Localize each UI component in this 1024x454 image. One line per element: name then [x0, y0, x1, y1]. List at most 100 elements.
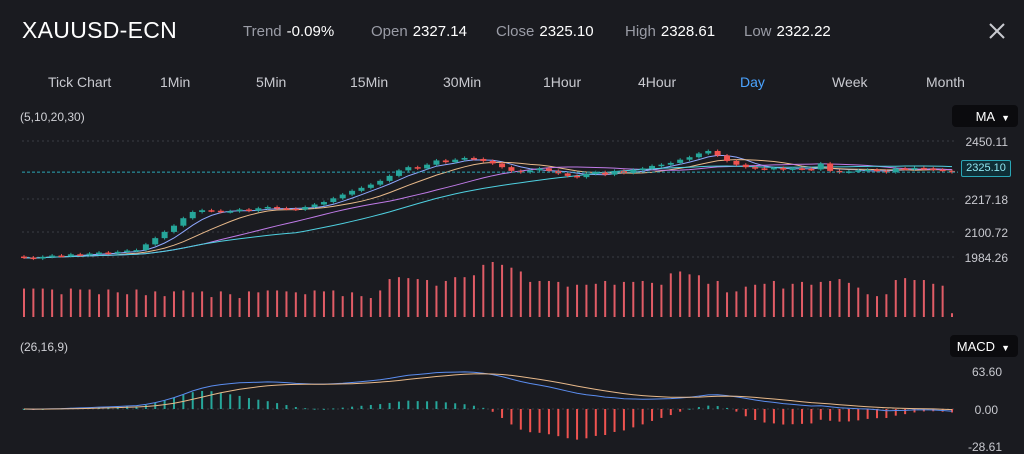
candle	[499, 163, 506, 168]
volume-bar	[32, 288, 35, 317]
tab-month[interactable]: Month	[926, 74, 965, 90]
candle	[77, 254, 84, 256]
price-tick-label: 2217.18	[964, 193, 1008, 207]
volume-bar	[163, 296, 166, 317]
tab-15min[interactable]: 15Min	[350, 74, 389, 90]
volume-bar	[79, 289, 82, 317]
volume-bar	[435, 285, 438, 317]
current-price-tag: 2325.10	[961, 160, 1011, 177]
ma-dropdown[interactable]: MA ▼	[952, 105, 1018, 127]
candle	[255, 208, 262, 211]
macd-histogram-bar	[660, 409, 663, 418]
candle	[808, 168, 815, 171]
candle	[892, 168, 899, 173]
macd-histogram-bar	[632, 409, 635, 428]
candle	[245, 209, 252, 212]
macd-line	[23, 371, 953, 412]
candle	[742, 164, 749, 168]
tab-tick-chart[interactable]: Tick Chart	[48, 74, 112, 90]
macd-histogram-bar	[801, 409, 804, 424]
ma-line	[23, 154, 953, 259]
volume-bar	[294, 292, 297, 317]
candle	[855, 170, 862, 172]
candle	[649, 165, 656, 169]
candle	[424, 164, 431, 169]
volume-bar	[229, 294, 232, 317]
volume-bar	[426, 280, 429, 317]
candle	[161, 231, 168, 239]
tab-1hour[interactable]: 1Hour	[543, 74, 582, 90]
volume-bar	[801, 281, 804, 317]
volume-bar	[866, 294, 869, 317]
tab-week[interactable]: Week	[832, 74, 868, 90]
volume-bar	[322, 291, 325, 317]
tab-30min[interactable]: 30Min	[443, 74, 482, 90]
volume-bar	[641, 280, 644, 317]
volume-bar	[219, 291, 222, 317]
macd-histogram-bar	[913, 409, 916, 413]
low-stat: Low 2322.22	[744, 23, 831, 40]
volume-bar	[557, 281, 560, 317]
trend-stat: Trend -0.09%	[243, 23, 334, 40]
volume-bar	[397, 277, 400, 317]
volume-bar	[51, 289, 54, 317]
candle	[527, 170, 534, 173]
volume-bar	[491, 262, 494, 317]
tab-1min[interactable]: 1Min	[160, 74, 191, 90]
volume-bar	[135, 289, 138, 317]
macd-histogram-bar	[876, 409, 879, 419]
candle	[911, 167, 918, 170]
macd-histogram-bar	[547, 409, 550, 435]
candle	[358, 187, 365, 191]
moving-averages	[23, 154, 953, 259]
volume-bar	[679, 271, 682, 317]
macd-histogram-bar	[772, 409, 775, 424]
candle	[733, 160, 740, 165]
macd-histogram-bar	[838, 409, 841, 422]
volume-bar	[847, 282, 850, 317]
candle	[480, 158, 487, 161]
volume-bar	[819, 281, 822, 317]
candle	[799, 168, 806, 170]
volume-bar	[885, 294, 888, 317]
candle	[545, 168, 552, 171]
macd-histogram-bar	[519, 409, 522, 430]
volume-bar	[313, 290, 316, 317]
close-label: Close	[496, 23, 535, 40]
candle	[470, 157, 477, 160]
low-value: 2322.22	[776, 23, 831, 40]
candle	[227, 211, 234, 213]
high-value: 2328.61	[660, 23, 716, 40]
candle	[236, 209, 243, 212]
macd-histogram-bar	[744, 409, 747, 417]
volume-bar	[754, 284, 757, 317]
tab-day[interactable]: Day	[740, 74, 765, 90]
candle	[536, 168, 543, 171]
volume-bar	[857, 287, 860, 317]
candle	[170, 225, 177, 232]
macd-histogram-bar	[538, 409, 541, 433]
macd-histogram-bar	[351, 406, 354, 409]
macd-histogram-bar	[379, 404, 382, 409]
candle	[583, 173, 590, 178]
volume-bar	[210, 297, 213, 317]
candle	[639, 168, 646, 170]
close-button[interactable]	[984, 18, 1010, 44]
volume-bar	[913, 280, 916, 317]
volume-bar	[726, 292, 729, 317]
macd-dropdown[interactable]: MACD ▼	[950, 335, 1018, 357]
macd-tick-label: 63.60	[971, 365, 1002, 379]
macd-histogram-bar	[922, 409, 925, 412]
tab-5min[interactable]: 5Min	[256, 74, 287, 90]
volume-bar	[876, 296, 879, 317]
candle	[39, 256, 46, 259]
volume-bar	[894, 280, 897, 317]
volume-bar	[97, 294, 100, 317]
macd-histogram-bar	[472, 405, 475, 409]
candle	[452, 159, 459, 163]
candle	[208, 210, 215, 212]
ma-dropdown-value: MA	[975, 109, 996, 124]
macd-histogram-bar	[219, 392, 222, 409]
tab-4hour[interactable]: 4Hour	[638, 74, 677, 90]
